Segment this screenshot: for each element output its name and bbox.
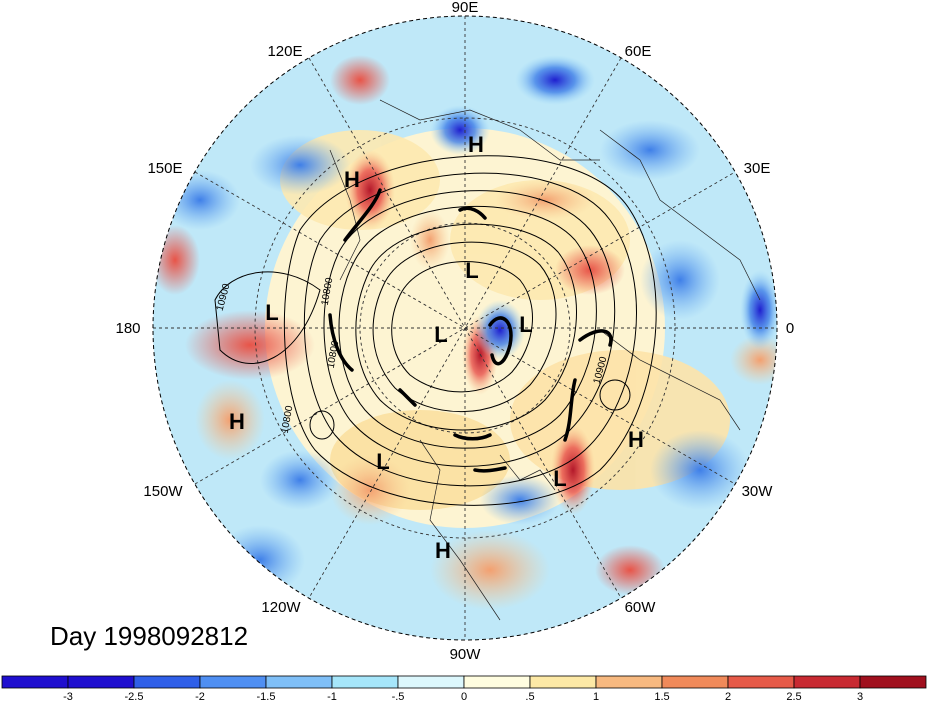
lon-label: 90E xyxy=(452,0,479,16)
lon-label: 60W xyxy=(625,599,657,616)
colorbar-swatch xyxy=(595,675,663,689)
contour-label: 10800 xyxy=(280,404,296,434)
colorbar-tick-label: -1 xyxy=(327,691,337,702)
colorbar-tick-label: 1.5 xyxy=(654,691,669,702)
colorbar-tick-label: 2.5 xyxy=(786,691,801,702)
colorbar-swatch xyxy=(265,675,333,689)
colorbar-swatch xyxy=(331,675,399,689)
colorbar: -3 -2.5 -2 -1.5 -1 -.5 0 .5 1 1.5 2 2.5 3 xyxy=(1,675,927,702)
colorbar-tick-label: -3 xyxy=(63,691,73,702)
lon-label: 150W xyxy=(143,483,183,500)
center-marker: H xyxy=(468,132,484,157)
coastlines xyxy=(329,99,761,621)
lon-label: 90W xyxy=(450,646,482,663)
colorbar-swatch xyxy=(463,675,531,689)
center-marker: L xyxy=(434,322,447,347)
lon-label: 180 xyxy=(115,320,140,337)
colorbar-tick-label: .5 xyxy=(525,691,534,702)
colorbar-tick-label: -.5 xyxy=(392,691,405,702)
lon-label: 150E xyxy=(147,160,182,177)
colorbar-swatch xyxy=(661,675,729,689)
colorbar-swatch xyxy=(859,675,927,689)
map-boundary xyxy=(152,15,778,641)
colorbar-swatch xyxy=(793,675,861,689)
center-marker: H xyxy=(435,538,451,563)
center-marker: L xyxy=(519,312,532,337)
graticule xyxy=(153,16,777,640)
colorbar-swatch xyxy=(1,675,69,689)
contour-label: 10800 xyxy=(326,339,342,369)
center-marker: H xyxy=(229,409,245,434)
colorbar-swatch xyxy=(133,675,201,689)
center-marker: L xyxy=(553,466,566,491)
colorbar-swatch xyxy=(67,675,135,689)
colorbar-tick-label: 2 xyxy=(725,691,731,702)
height-contours xyxy=(214,155,657,506)
colorbar-tick-label: -2.5 xyxy=(125,691,144,702)
day-label: Day 1998092812 xyxy=(50,621,248,651)
colorbar-tick-label: -1.5 xyxy=(257,691,276,702)
center-marker: H xyxy=(628,427,644,452)
bold-contours xyxy=(328,188,613,473)
colorbar-swatch xyxy=(727,675,795,689)
contour-label: 10800 xyxy=(320,276,336,306)
colorbar-swatch xyxy=(529,675,597,689)
lon-label: 30W xyxy=(742,483,774,500)
center-marker: H xyxy=(344,167,360,192)
lon-label: 120W xyxy=(261,599,301,616)
colorbar-tick-label: -2 xyxy=(195,691,205,702)
colorbar-swatch xyxy=(199,675,267,689)
lon-label: 30E xyxy=(744,160,771,177)
pressure-centers: H H L L L L H L L H H xyxy=(229,132,644,563)
center-marker: L xyxy=(465,258,478,283)
lon-label: 120E xyxy=(267,43,302,60)
colorbar-tick-label: 0 xyxy=(461,691,467,702)
lon-label: 60E xyxy=(625,43,652,60)
colorbar-tick-label: 1 xyxy=(593,691,599,702)
center-marker: L xyxy=(265,300,278,325)
anomaly-field xyxy=(153,16,777,640)
colorbar-tick-label: 3 xyxy=(857,691,863,702)
colorbar-swatch xyxy=(397,675,465,689)
center-marker: L xyxy=(376,449,389,474)
longitude-labels: 90E 60E 30E 0 30W 60W 90W 120W 150W 180 … xyxy=(115,0,794,663)
lon-label: 0 xyxy=(786,320,794,337)
